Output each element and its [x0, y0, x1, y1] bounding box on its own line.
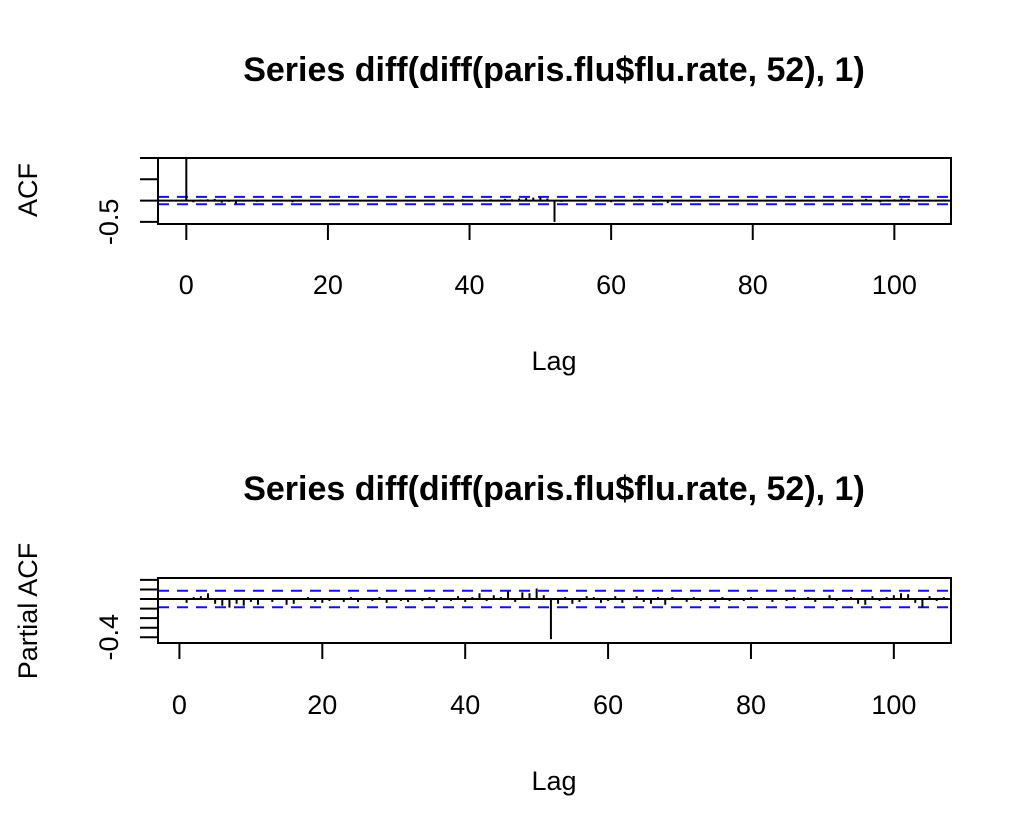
acf-bars	[185, 158, 945, 222]
acf-x-tick-label-20: 20	[313, 270, 343, 300]
acf-x-tick-label-40: 40	[455, 270, 485, 300]
pacf-x-axis-label: Lag	[531, 766, 576, 796]
pacf-x-axis: 0 20 40 60 80 100	[172, 642, 916, 720]
acf-x-axis: 0 20 40 60 80 100	[179, 223, 917, 300]
pacf-y-axis: -0.4	[94, 578, 159, 661]
acf-y-axis: -0.5	[94, 157, 159, 246]
acf-y-axis-label: ACF	[13, 163, 43, 217]
acf-x-axis-label: Lag	[531, 346, 576, 376]
pacf-x-tick-label-0: 0	[172, 690, 187, 720]
pacf-bars	[185, 588, 945, 640]
acf-y-tick-label-0: -0.5	[94, 199, 124, 246]
pacf-x-tick-label-100: 100	[871, 690, 916, 720]
pacf-x-tick-label-80: 80	[736, 690, 766, 720]
pacf-title: Series diff(diff(paris.flu$flu.rate, 52)…	[243, 470, 865, 508]
pacf-x-tick-label-60: 60	[593, 690, 623, 720]
acf-x-tick-label-0: 0	[179, 270, 194, 300]
acf-plot-frame	[157, 157, 952, 225]
acf-x-tick-label-60: 60	[596, 270, 626, 300]
acf-x-tick-label-100: 100	[872, 270, 917, 300]
acf-title: Series diff(diff(paris.flu$flu.rate, 52)…	[243, 51, 865, 89]
pacf-panel: Series diff(diff(paris.flu$flu.rate, 52)…	[13, 470, 952, 796]
pacf-x-tick-label-20: 20	[307, 690, 337, 720]
pacf-plot-frame	[157, 577, 952, 644]
pacf-y-axis-label: Partial ACF	[13, 543, 43, 680]
acf-panel: Series diff(diff(paris.flu$flu.rate, 52)…	[13, 51, 952, 376]
pacf-x-tick-label-40: 40	[450, 690, 480, 720]
acf-x-tick-label-80: 80	[738, 270, 768, 300]
pacf-y-tick-label-0: -0.4	[94, 614, 124, 661]
